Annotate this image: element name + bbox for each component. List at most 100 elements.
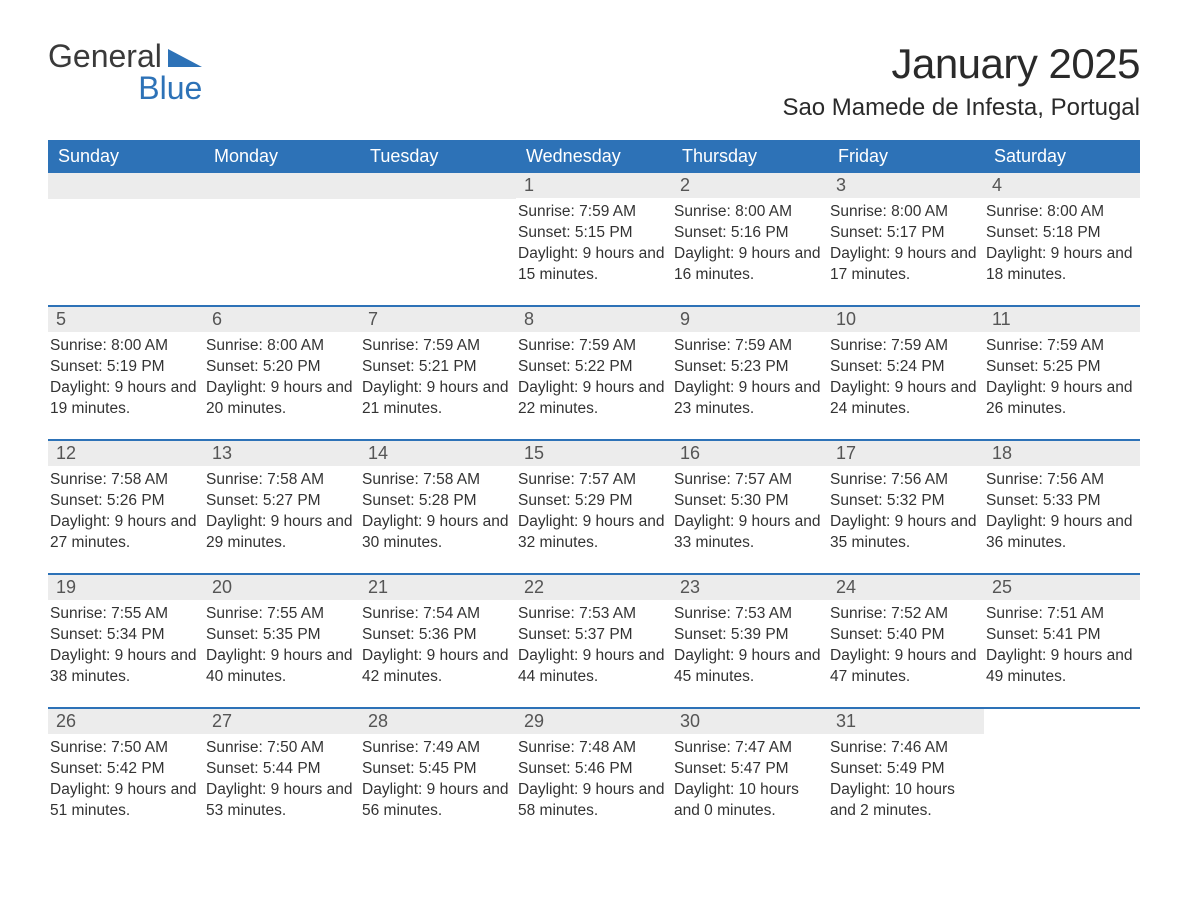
day-body: Sunrise: 7:57 AMSunset: 5:30 PMDaylight:… <box>672 466 828 558</box>
day-number: 15 <box>516 441 672 466</box>
day-body: Sunrise: 7:50 AMSunset: 5:44 PMDaylight:… <box>204 734 360 826</box>
day-number: 2 <box>672 173 828 198</box>
day-number: 25 <box>984 575 1140 600</box>
day-cell: 16Sunrise: 7:57 AMSunset: 5:30 PMDayligh… <box>672 441 828 559</box>
day-body: Sunrise: 7:50 AMSunset: 5:42 PMDaylight:… <box>48 734 204 826</box>
top-row: General Blue January 2025 Sao Mamede de … <box>48 40 1140 122</box>
week-row: 1Sunrise: 7:59 AMSunset: 5:15 PMDaylight… <box>48 173 1140 291</box>
day-body: Sunrise: 7:52 AMSunset: 5:40 PMDaylight:… <box>828 600 984 692</box>
day-body: Sunrise: 7:55 AMSunset: 5:35 PMDaylight:… <box>204 600 360 692</box>
day-cell <box>204 173 360 291</box>
day-number: 5 <box>48 307 204 332</box>
day-body: Sunrise: 7:58 AMSunset: 5:27 PMDaylight:… <box>204 466 360 558</box>
day-number: 19 <box>48 575 204 600</box>
day-body: Sunrise: 7:59 AMSunset: 5:22 PMDaylight:… <box>516 332 672 424</box>
day-cell: 10Sunrise: 7:59 AMSunset: 5:24 PMDayligh… <box>828 307 984 425</box>
day-cell: 1Sunrise: 7:59 AMSunset: 5:15 PMDaylight… <box>516 173 672 291</box>
day-body: Sunrise: 7:47 AMSunset: 5:47 PMDaylight:… <box>672 734 828 826</box>
day-body: Sunrise: 7:59 AMSunset: 5:23 PMDaylight:… <box>672 332 828 424</box>
day-number: 11 <box>984 307 1140 332</box>
day-body: Sunrise: 7:59 AMSunset: 5:15 PMDaylight:… <box>516 198 672 290</box>
day-cell: 22Sunrise: 7:53 AMSunset: 5:37 PMDayligh… <box>516 575 672 693</box>
day-cell: 13Sunrise: 7:58 AMSunset: 5:27 PMDayligh… <box>204 441 360 559</box>
day-cell: 15Sunrise: 7:57 AMSunset: 5:29 PMDayligh… <box>516 441 672 559</box>
day-body: Sunrise: 7:53 AMSunset: 5:37 PMDaylight:… <box>516 600 672 692</box>
day-cell: 5Sunrise: 8:00 AMSunset: 5:19 PMDaylight… <box>48 307 204 425</box>
day-body: Sunrise: 7:53 AMSunset: 5:39 PMDaylight:… <box>672 600 828 692</box>
day-cell: 20Sunrise: 7:55 AMSunset: 5:35 PMDayligh… <box>204 575 360 693</box>
logo: General Blue <box>48 40 202 104</box>
day-cell: 30Sunrise: 7:47 AMSunset: 5:47 PMDayligh… <box>672 709 828 827</box>
day-cell: 7Sunrise: 7:59 AMSunset: 5:21 PMDaylight… <box>360 307 516 425</box>
day-number: 12 <box>48 441 204 466</box>
weekday-header: Monday <box>204 140 360 173</box>
weekday-header: Sunday <box>48 140 204 173</box>
day-number: 17 <box>828 441 984 466</box>
day-cell: 29Sunrise: 7:48 AMSunset: 5:46 PMDayligh… <box>516 709 672 827</box>
day-cell: 17Sunrise: 7:56 AMSunset: 5:32 PMDayligh… <box>828 441 984 559</box>
day-body: Sunrise: 8:00 AMSunset: 5:16 PMDaylight:… <box>672 198 828 290</box>
day-number: 28 <box>360 709 516 734</box>
day-cell: 23Sunrise: 7:53 AMSunset: 5:39 PMDayligh… <box>672 575 828 693</box>
day-number: 31 <box>828 709 984 734</box>
day-number: 23 <box>672 575 828 600</box>
day-body: Sunrise: 7:58 AMSunset: 5:26 PMDaylight:… <box>48 466 204 558</box>
day-number: 29 <box>516 709 672 734</box>
weekday-header: Saturday <box>984 140 1140 173</box>
empty-day <box>48 173 204 199</box>
day-cell: 19Sunrise: 7:55 AMSunset: 5:34 PMDayligh… <box>48 575 204 693</box>
day-cell <box>48 173 204 291</box>
day-number: 8 <box>516 307 672 332</box>
day-number: 6 <box>204 307 360 332</box>
day-body: Sunrise: 7:56 AMSunset: 5:32 PMDaylight:… <box>828 466 984 558</box>
location: Sao Mamede de Infesta, Portugal <box>782 94 1140 122</box>
day-cell: 4Sunrise: 8:00 AMSunset: 5:18 PMDaylight… <box>984 173 1140 291</box>
day-body: Sunrise: 7:59 AMSunset: 5:24 PMDaylight:… <box>828 332 984 424</box>
empty-day <box>204 173 360 199</box>
day-number: 27 <box>204 709 360 734</box>
day-cell: 8Sunrise: 7:59 AMSunset: 5:22 PMDaylight… <box>516 307 672 425</box>
day-number: 22 <box>516 575 672 600</box>
weekday-header: Friday <box>828 140 984 173</box>
day-body: Sunrise: 8:00 AMSunset: 5:18 PMDaylight:… <box>984 198 1140 290</box>
day-number: 3 <box>828 173 984 198</box>
day-body: Sunrise: 7:55 AMSunset: 5:34 PMDaylight:… <box>48 600 204 692</box>
week-row: 12Sunrise: 7:58 AMSunset: 5:26 PMDayligh… <box>48 439 1140 559</box>
day-cell: 14Sunrise: 7:58 AMSunset: 5:28 PMDayligh… <box>360 441 516 559</box>
weeks-container: 1Sunrise: 7:59 AMSunset: 5:15 PMDaylight… <box>48 173 1140 827</box>
day-body: Sunrise: 7:58 AMSunset: 5:28 PMDaylight:… <box>360 466 516 558</box>
day-cell <box>984 709 1140 827</box>
day-number: 7 <box>360 307 516 332</box>
day-number: 18 <box>984 441 1140 466</box>
day-body: Sunrise: 7:51 AMSunset: 5:41 PMDaylight:… <box>984 600 1140 692</box>
day-body: Sunrise: 7:59 AMSunset: 5:21 PMDaylight:… <box>360 332 516 424</box>
day-number: 1 <box>516 173 672 198</box>
day-body: Sunrise: 7:57 AMSunset: 5:29 PMDaylight:… <box>516 466 672 558</box>
day-body: Sunrise: 8:00 AMSunset: 5:17 PMDaylight:… <box>828 198 984 290</box>
day-body: Sunrise: 8:00 AMSunset: 5:19 PMDaylight:… <box>48 332 204 424</box>
empty-day <box>360 173 516 199</box>
day-cell: 24Sunrise: 7:52 AMSunset: 5:40 PMDayligh… <box>828 575 984 693</box>
day-cell: 2Sunrise: 8:00 AMSunset: 5:16 PMDaylight… <box>672 173 828 291</box>
day-body: Sunrise: 7:46 AMSunset: 5:49 PMDaylight:… <box>828 734 984 826</box>
week-row: 19Sunrise: 7:55 AMSunset: 5:34 PMDayligh… <box>48 573 1140 693</box>
day-number: 30 <box>672 709 828 734</box>
day-cell: 6Sunrise: 8:00 AMSunset: 5:20 PMDaylight… <box>204 307 360 425</box>
day-cell: 11Sunrise: 7:59 AMSunset: 5:25 PMDayligh… <box>984 307 1140 425</box>
day-body: Sunrise: 7:54 AMSunset: 5:36 PMDaylight:… <box>360 600 516 692</box>
day-cell: 9Sunrise: 7:59 AMSunset: 5:23 PMDaylight… <box>672 307 828 425</box>
day-body: Sunrise: 8:00 AMSunset: 5:20 PMDaylight:… <box>204 332 360 424</box>
day-cell: 31Sunrise: 7:46 AMSunset: 5:49 PMDayligh… <box>828 709 984 827</box>
day-number: 13 <box>204 441 360 466</box>
weekday-header: Wednesday <box>516 140 672 173</box>
week-row: 26Sunrise: 7:50 AMSunset: 5:42 PMDayligh… <box>48 707 1140 827</box>
day-cell: 12Sunrise: 7:58 AMSunset: 5:26 PMDayligh… <box>48 441 204 559</box>
day-number: 16 <box>672 441 828 466</box>
title-block: January 2025 Sao Mamede de Infesta, Port… <box>782 40 1140 122</box>
logo-blue: Blue <box>48 72 202 104</box>
day-number: 4 <box>984 173 1140 198</box>
month-title: January 2025 <box>782 40 1140 88</box>
weekday-header-row: SundayMondayTuesdayWednesdayThursdayFrid… <box>48 140 1140 173</box>
day-body: Sunrise: 7:48 AMSunset: 5:46 PMDaylight:… <box>516 734 672 826</box>
day-number: 9 <box>672 307 828 332</box>
